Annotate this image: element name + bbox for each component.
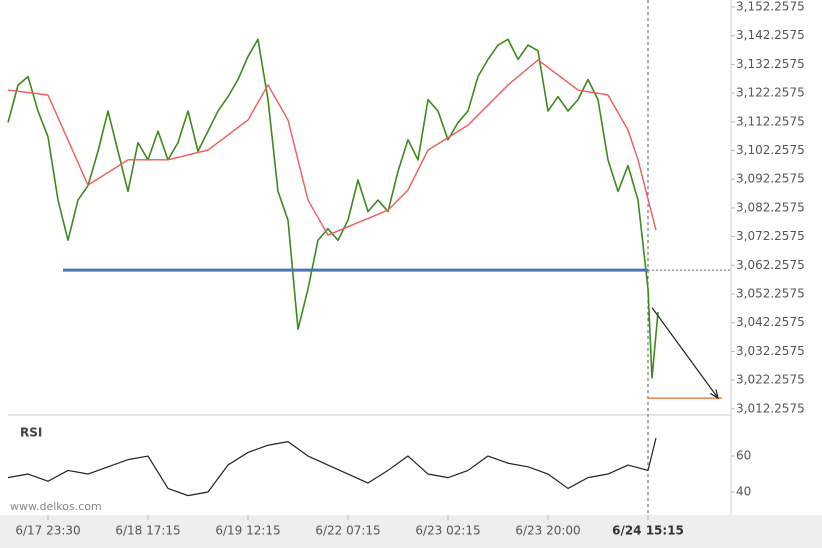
y-tick-label: 3,132.2575: [736, 57, 805, 71]
rsi-line: [7, 437, 657, 497]
arrow-head: [709, 389, 719, 400]
y-tick-label: 3,072.2575: [736, 229, 805, 243]
y-tick-label: 3,082.2575: [736, 200, 805, 214]
rsi-tick-label: 40: [736, 485, 751, 499]
price-line: [7, 38, 659, 379]
y-tick-label: 3,032.2575: [736, 344, 805, 358]
y-tick-label: 3,112.2575: [736, 114, 805, 128]
y-tick-label: 3,152.2575: [736, 0, 805, 14]
x-tick-label: 6/24 15:15: [612, 524, 684, 538]
x-tick-label: 6/17 23:30: [15, 524, 80, 538]
moving-average: [7, 59, 657, 236]
forecast-arrow: [651, 307, 719, 399]
x-tick-label: 6/19 12:15: [215, 524, 280, 538]
watermark: www.delkos.com: [10, 500, 102, 513]
x-tick-label: 6/18 17:15: [115, 524, 180, 538]
x-axis-band: [0, 515, 822, 548]
y-tick-label: 3,062.2575: [736, 258, 805, 272]
y-tick-label: 3,142.2575: [736, 28, 805, 42]
y-tick-label: 3,022.2575: [736, 373, 805, 387]
x-tick-label: 6/22 07:15: [315, 524, 380, 538]
y-tick-label: 3,122.2575: [736, 86, 805, 100]
y-tick-label: 3,092.2575: [736, 172, 805, 186]
y-tick-label: 3,052.2575: [736, 287, 805, 301]
y-tick-label: 3,012.2575: [736, 401, 805, 415]
x-tick-label: 6/23 20:00: [515, 524, 580, 538]
y-tick-label: 3,102.2575: [736, 143, 805, 157]
rsi-label: RSI: [20, 426, 42, 440]
y-tick-label: 3,042.2575: [736, 315, 805, 329]
rsi-tick-label: 60: [736, 449, 751, 463]
x-tick-label: 6/23 02:15: [415, 524, 480, 538]
